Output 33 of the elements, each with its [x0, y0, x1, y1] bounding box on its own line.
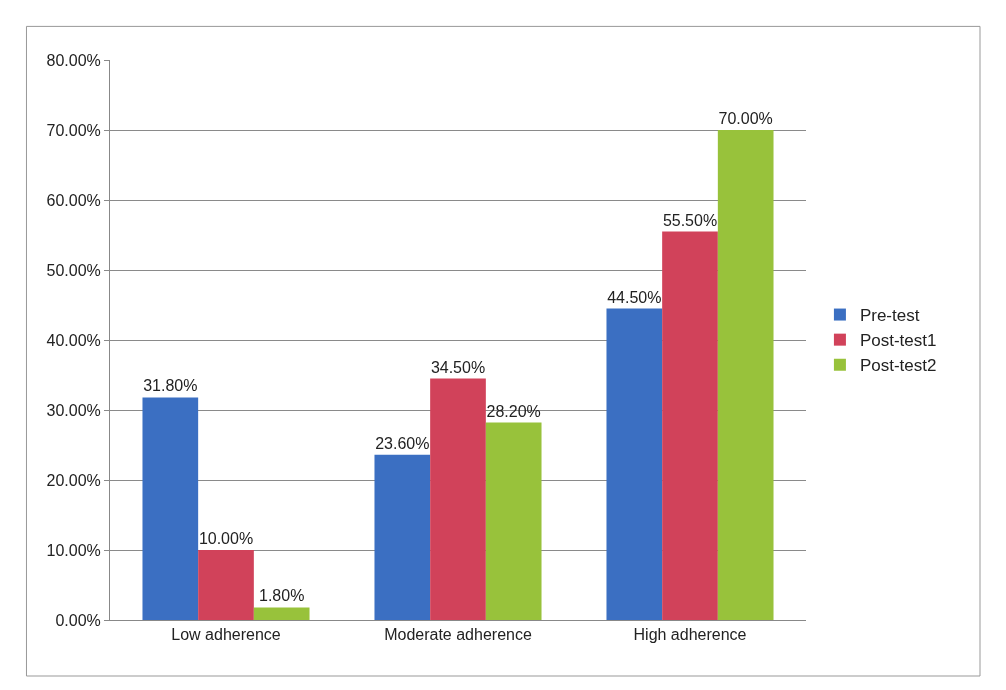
bar: [198, 550, 254, 620]
legend-label: Post-test1: [859, 331, 937, 351]
data-label: 1.80%: [258, 587, 305, 605]
legend-label: Pre-test: [859, 306, 920, 326]
x-tick-label: Moderate adherence: [384, 626, 532, 644]
x-tick-label: Low adherence: [171, 626, 281, 644]
data-label: 44.50%: [607, 288, 662, 306]
y-tick-label: 40.00%: [46, 331, 101, 349]
data-label: 70.00%: [718, 110, 773, 127]
data-label: 31.80%: [143, 377, 198, 395]
y-tick-label: 0.00%: [55, 611, 101, 629]
y-tick-label: 70.00%: [46, 121, 101, 139]
data-label: 55.50%: [662, 211, 718, 229]
bar: [606, 308, 663, 620]
y-tick-label: 20.00%: [46, 471, 101, 489]
y-tick-label: 30.00%: [46, 401, 101, 419]
legend-label: Post-test2: [859, 356, 937, 376]
y-tick-label: 80.00%: [46, 51, 101, 69]
data-label: 28.20%: [486, 402, 541, 420]
y-tick-label: 50.00%: [46, 261, 101, 279]
bar: [662, 231, 718, 620]
y-tick-label: 10.00%: [46, 541, 101, 559]
bar: [142, 397, 199, 620]
bar: [253, 607, 310, 620]
x-tick-label: High adherence: [633, 626, 747, 644]
data-label: 34.50%: [430, 358, 486, 376]
bar: [717, 130, 774, 620]
y-tick-label: 60.00%: [46, 191, 101, 209]
data-label: 23.60%: [375, 434, 430, 452]
bar: [374, 454, 431, 620]
bar: [430, 378, 486, 620]
data-label: 10.00%: [198, 530, 254, 547]
bar: [485, 422, 542, 620]
